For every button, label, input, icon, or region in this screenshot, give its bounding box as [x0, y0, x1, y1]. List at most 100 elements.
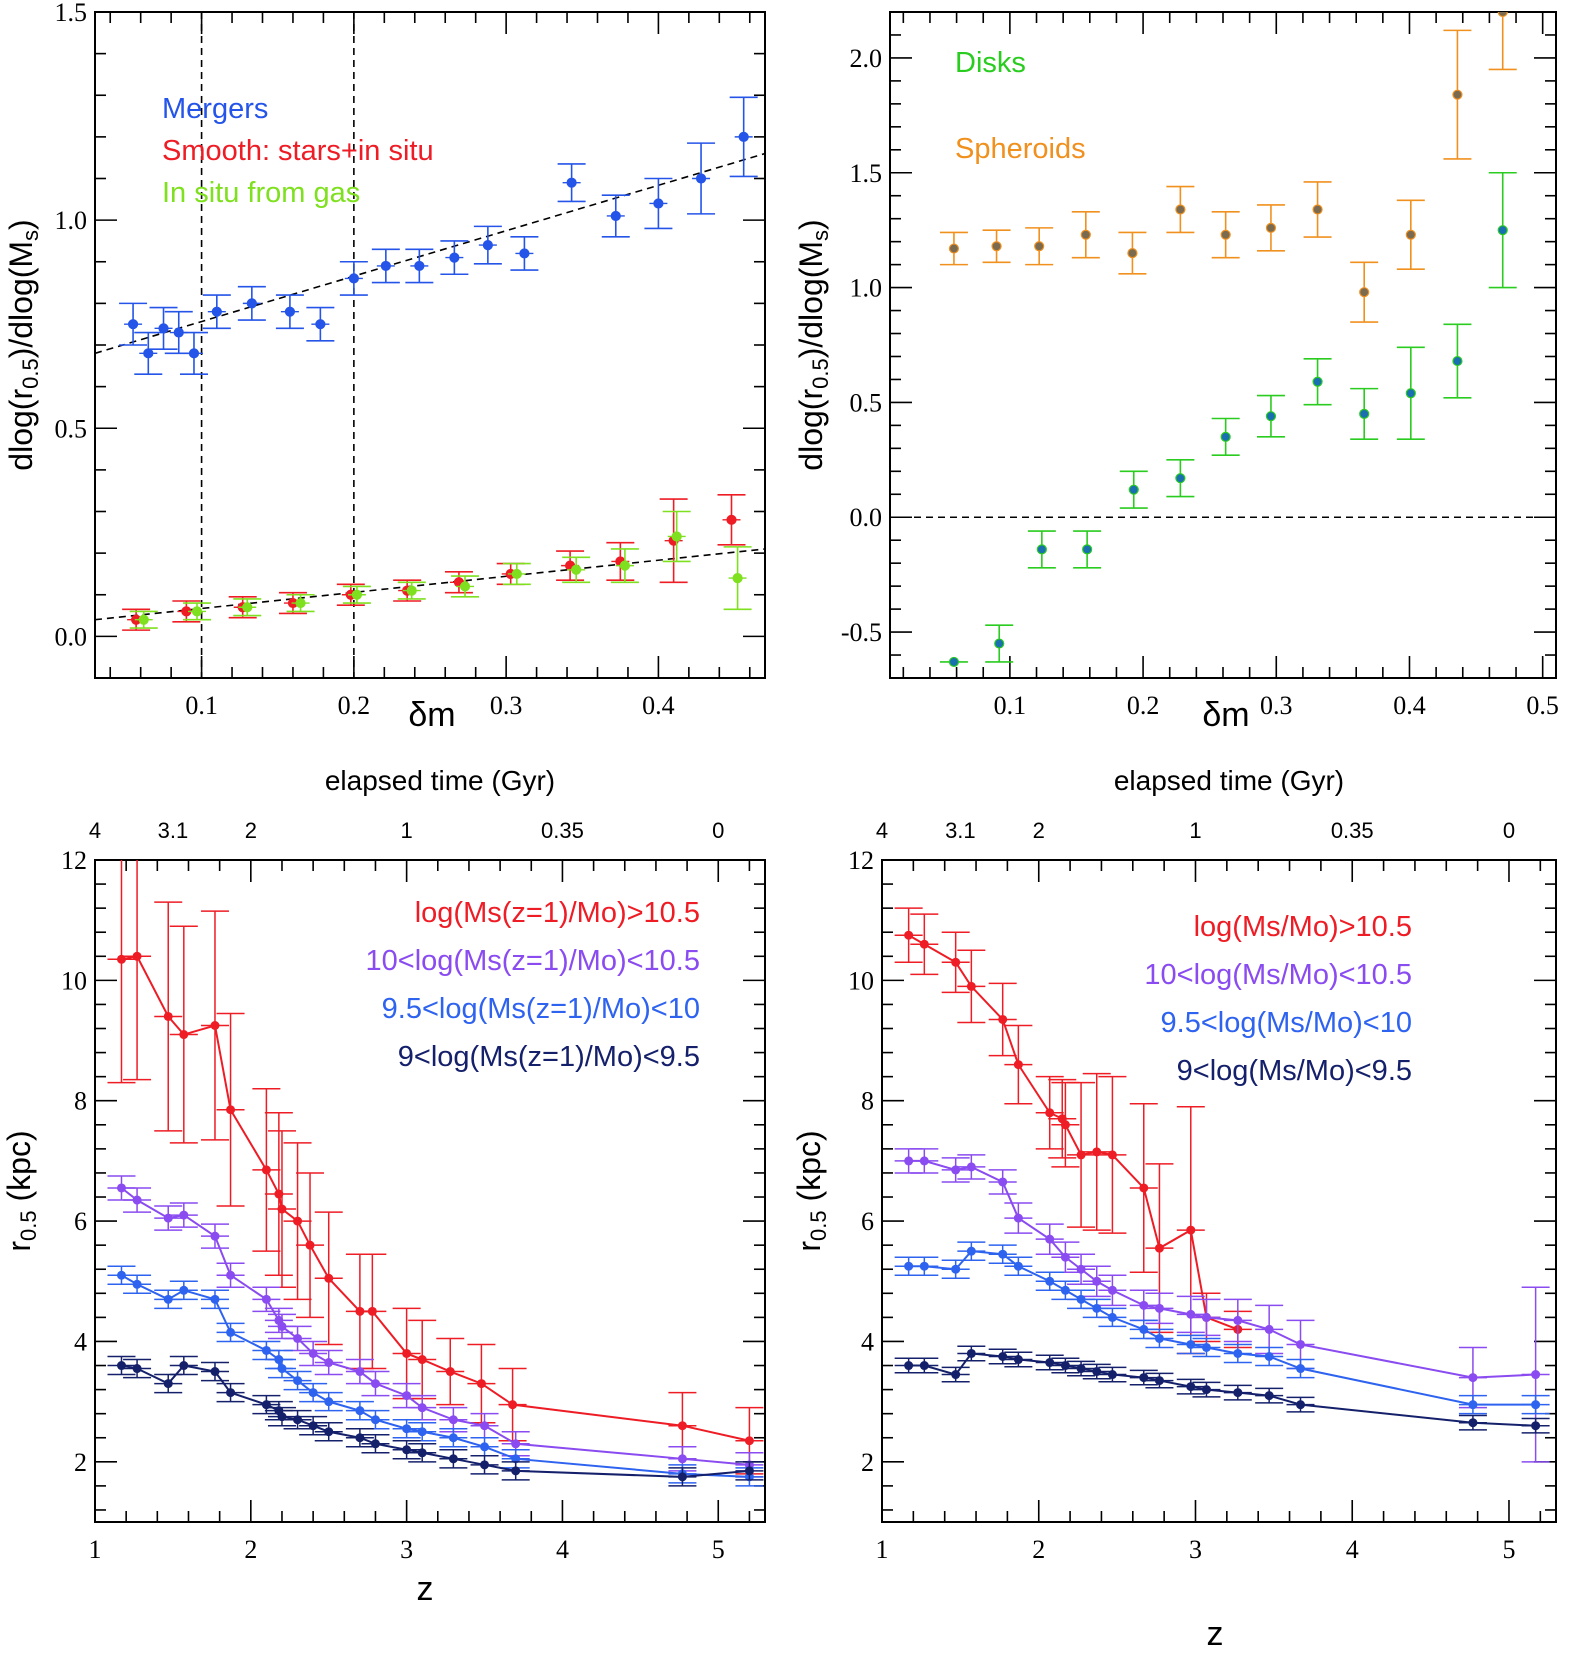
y-tick-label: 0.0 [850, 503, 883, 532]
top-tick-label: 1 [1189, 818, 1201, 843]
x-tick-label: 3 [400, 1535, 413, 1564]
legend-entry: 9<log(Ms/Mo)<9.5 [1177, 1055, 1412, 1087]
x-tick-label: 0.2 [1127, 691, 1160, 720]
data-point [127, 319, 139, 330]
data-point [132, 1364, 142, 1374]
data-point [951, 1370, 961, 1380]
data-point [1405, 229, 1416, 240]
data-point [482, 240, 493, 251]
legend: log(Ms/Mo)>10.5 10<log(Ms/Mo)<10.5 9.5<log… [1144, 911, 1412, 1087]
data-point [402, 1348, 412, 1358]
data-point [671, 531, 682, 542]
data-point [274, 1189, 284, 1199]
data-point [380, 260, 391, 272]
data-layer [894, 907, 1550, 1463]
data-point [1186, 1339, 1196, 1349]
data-point [511, 1439, 521, 1449]
data-point [414, 260, 425, 272]
data-point [1107, 1150, 1117, 1160]
data-point [158, 323, 169, 334]
data-point [480, 1421, 490, 1431]
data-point [351, 589, 363, 600]
top-tick-label: 2 [245, 818, 257, 843]
data-layer [107, 860, 764, 1487]
legend-entry: Mergers [162, 93, 268, 125]
data-point [998, 1177, 1008, 1187]
data-point [738, 131, 749, 142]
x-tick-label: 0.3 [490, 691, 523, 720]
data-point [994, 638, 1005, 649]
series-log-ms-z-1-mo-10-5 [107, 860, 764, 1475]
data-point [1186, 1309, 1196, 1319]
x-tick-label: 0.2 [338, 691, 371, 720]
data-point [619, 560, 631, 571]
series-line [908, 1250, 1536, 1406]
data-point [695, 173, 707, 184]
y-axis-label-part: dlog(r [3, 389, 39, 471]
data-point [261, 1165, 271, 1175]
data-point [402, 1424, 412, 1434]
x-tick-label: 0.5 [1526, 691, 1559, 720]
data-point [966, 981, 976, 991]
data-point [904, 930, 914, 940]
x-axis-label: δm [408, 696, 455, 734]
data-point [284, 306, 296, 317]
y-tick-label: -0.5 [841, 618, 882, 647]
y-axis-label: dlog(r0.5)/dlog(Ms) [3, 219, 43, 470]
data-point [448, 1433, 458, 1443]
fit-line [95, 548, 765, 621]
data-point [355, 1406, 365, 1416]
data-point [277, 1412, 287, 1422]
data-point [1076, 1364, 1086, 1374]
data-point [210, 1367, 220, 1377]
y-tick-label: 1.0 [850, 274, 883, 303]
data-point [191, 606, 203, 617]
data-point [1107, 1285, 1117, 1295]
legend-entry: log(Ms(z=1)/Mo)>10.5 [415, 897, 700, 929]
top-tick-label: 4 [876, 818, 888, 843]
x-tick-label: 0.1 [185, 691, 218, 720]
data-point [508, 1400, 518, 1410]
data-point [261, 1400, 271, 1410]
data-point [1497, 12, 1508, 18]
series-line [121, 1364, 750, 1478]
data-point [610, 210, 621, 222]
data-point [1296, 1400, 1306, 1410]
data-point [370, 1379, 380, 1389]
data-point [348, 273, 359, 284]
data-point [1034, 241, 1045, 252]
data-point [1265, 222, 1277, 233]
data-point [1013, 1261, 1023, 1271]
data-point [1082, 544, 1093, 555]
data-point [998, 1014, 1008, 1024]
data-point [1265, 411, 1277, 422]
top-axis-label: elapsed time (Gyr) [325, 765, 555, 796]
top-tick-label: 0 [1503, 818, 1515, 843]
legend-entry: 9<log(Ms(z=1)/Mo)<9.5 [398, 1041, 700, 1073]
data-point [1175, 473, 1186, 484]
legend-entry: Smooth: stars+in situ [162, 135, 434, 167]
data-point [1107, 1312, 1117, 1322]
data-point [1045, 1108, 1055, 1118]
data-point [1076, 1294, 1086, 1304]
data-point [1220, 229, 1231, 240]
series-mergers [119, 96, 758, 375]
data-point [417, 1355, 427, 1365]
legend-entry: 9.5<log(Ms(z=1)/Mo)<10 [382, 993, 700, 1025]
data-point [1296, 1364, 1306, 1374]
data-point [211, 306, 222, 317]
data-point [998, 1352, 1008, 1361]
data-point [1452, 89, 1463, 100]
x-tick-label: 4 [556, 1535, 569, 1564]
data-point [1060, 1252, 1070, 1262]
data-point [1139, 1373, 1149, 1383]
data-point [367, 1306, 377, 1316]
data-point [1468, 1373, 1478, 1383]
data-point [1233, 1388, 1243, 1398]
data-point [1107, 1370, 1117, 1380]
data-point [242, 602, 253, 613]
data-point [179, 1210, 189, 1220]
data-point [966, 1348, 976, 1358]
x-tick-label: 0.1 [994, 691, 1027, 720]
data-point [1468, 1400, 1478, 1410]
